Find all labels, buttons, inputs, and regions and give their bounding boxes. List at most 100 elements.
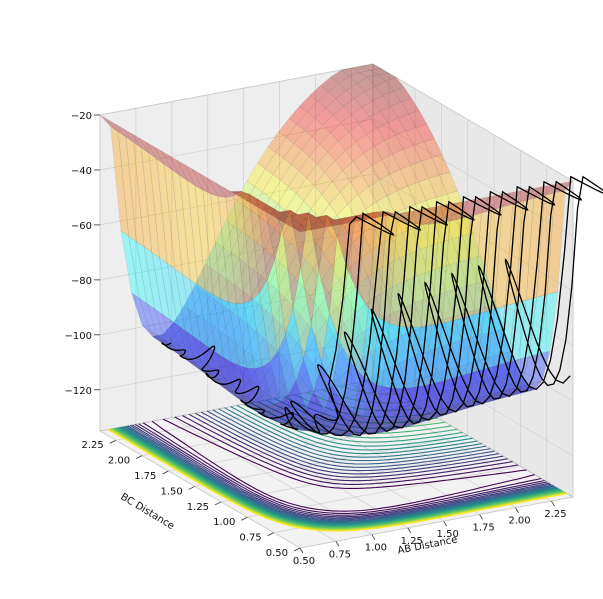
surface-patch (317, 388, 337, 412)
surface-patch (371, 95, 391, 112)
surface-patch (247, 303, 267, 332)
surface-patch (267, 131, 287, 153)
surface-patch (262, 173, 281, 199)
surface-patch (196, 321, 216, 345)
z-tick-label: −120 (65, 386, 92, 397)
surface-patch (318, 214, 338, 314)
surface-patch (220, 298, 240, 367)
surface-patch (396, 279, 416, 308)
surface-patch (369, 68, 390, 76)
surface-patch (289, 224, 309, 252)
surface-patch (275, 360, 295, 387)
surface-patch (336, 215, 356, 270)
surface-patch (269, 179, 289, 205)
surface-patch (138, 137, 157, 160)
surface-patch (433, 216, 453, 243)
surface-patch (354, 303, 374, 333)
surface-patch (357, 211, 377, 309)
surface-patch (209, 274, 229, 302)
surface-patch (254, 366, 274, 406)
surface-patch (356, 76, 376, 93)
surface-patch (329, 122, 349, 142)
surface-patch (397, 113, 417, 132)
y-tick-label: 0.75 (239, 533, 261, 544)
surface-patch (225, 195, 245, 304)
surface-patch (359, 70, 379, 78)
y-tick-mark (109, 439, 116, 444)
surface-patch (400, 97, 420, 115)
surface-patch (459, 258, 479, 287)
y-axis-title: BC Distance (118, 492, 176, 533)
surface-patch (166, 262, 186, 332)
surface-patch (390, 335, 410, 364)
y-tick-label: 1.25 (187, 502, 209, 513)
contour-level (116, 401, 562, 527)
surface-patch (125, 136, 145, 248)
surface-patch (362, 324, 381, 354)
surface-patch (272, 401, 292, 424)
surface-patch (191, 290, 211, 317)
surface-patch (153, 145, 173, 171)
surface-patch (321, 312, 341, 388)
surface-patch (168, 154, 189, 182)
surface-patch (482, 331, 502, 358)
surface-patch (314, 107, 334, 126)
surface-patch (340, 67, 361, 77)
surface-patch (324, 160, 344, 182)
surface-patch (263, 202, 283, 260)
surface-patch (306, 390, 325, 425)
surface-patch (371, 414, 391, 430)
surface-patch (171, 169, 191, 281)
contour-level (142, 416, 542, 514)
surface-patch (366, 127, 386, 147)
surface-patch (369, 110, 389, 129)
surface-patch (462, 232, 482, 260)
surface-patch (382, 90, 402, 107)
surface-patch (288, 105, 308, 125)
surface-patch (204, 241, 224, 270)
surface-patch (295, 177, 315, 202)
surface-patch (207, 177, 227, 198)
surface-patch (301, 363, 321, 390)
surface-patch (489, 361, 509, 396)
surface-patch (347, 194, 367, 219)
surface-patch (191, 168, 212, 195)
surface-patch (330, 350, 350, 379)
surface-patch (297, 233, 317, 260)
surface-patch (386, 190, 406, 214)
surface-patch (201, 268, 221, 297)
surface-patch (299, 94, 319, 113)
surface-patch (397, 185, 416, 209)
y-tick-mark (162, 470, 169, 475)
surface-patch (454, 211, 474, 237)
surface-patch (141, 324, 161, 342)
surface-patch (253, 248, 273, 277)
surface-patch (275, 420, 294, 429)
surface-patch (329, 235, 348, 343)
surface-patch (376, 122, 396, 141)
surface-patch (308, 217, 328, 244)
surface-patch (398, 358, 418, 385)
surface-patch (145, 141, 165, 165)
surface-patch (451, 235, 471, 263)
surface-patch (415, 382, 435, 417)
surface-patch (318, 292, 337, 322)
surface-patch (245, 242, 265, 271)
surface-patch (117, 131, 137, 242)
surface-patch (211, 332, 231, 356)
surface-patch (208, 355, 228, 373)
surface-patch (300, 208, 320, 234)
surface-patch (361, 63, 382, 71)
surface-patch (412, 223, 432, 250)
surface-patch (382, 410, 402, 427)
x-tick-label: 1.00 (365, 543, 387, 554)
surface-patch (305, 242, 325, 270)
surface-patch (295, 358, 315, 410)
surface-patch (254, 392, 274, 409)
contour-level (118, 403, 560, 526)
surface-patch (300, 212, 320, 325)
surface-patch (435, 291, 455, 320)
surface-patch (406, 275, 426, 304)
surface-patch (299, 388, 318, 412)
surface-patch (287, 170, 307, 194)
